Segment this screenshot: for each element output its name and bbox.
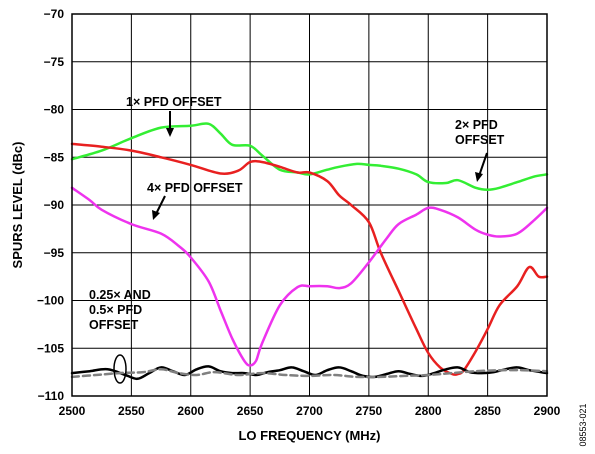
x-tick-label: 2550: [118, 404, 145, 418]
x-tick-label: 2800: [415, 404, 442, 418]
two-x-label-line2: OFFSET: [455, 133, 505, 147]
series-1x-pfd-offset: [70, 122, 549, 191]
plot-frame: [71, 13, 548, 397]
quarter-label-line1: 0.25× AND: [89, 288, 151, 302]
two-x-arrow: [478, 152, 488, 177]
grid-lines: [72, 14, 547, 396]
x-tick-label: 2600: [177, 404, 204, 418]
y-tick-label: −100: [37, 294, 64, 308]
y-tick-label: −75: [44, 55, 65, 69]
four-x-arrowhead: [152, 210, 160, 220]
x-tick-labels: 2500 2550 2600 2650 2700 2750 2800 2850 2900: [59, 404, 561, 418]
series-4x-pfd-offset: [70, 186, 549, 367]
two-x-label-line1: 2× PFD: [455, 118, 498, 132]
x-tick-label: 2750: [356, 404, 383, 418]
x-tick-label: 2850: [474, 404, 501, 418]
four-x-arrow: [155, 195, 166, 215]
quarter-label-line2: 0.5× PFD: [89, 303, 142, 317]
y-tick-label: −95: [44, 246, 65, 260]
one-x-label: 1× PFD OFFSET: [126, 95, 222, 109]
y-axis-title: SPURS LEVEL (dBc): [10, 142, 25, 269]
y-tick-label: −105: [37, 341, 64, 355]
quarter-label-line3: OFFSET: [89, 318, 139, 332]
figure-id: 08553-021: [578, 403, 588, 446]
x-tick-label: 2650: [237, 404, 264, 418]
four-x-label: 4× PFD OFFSET: [147, 181, 243, 195]
y-tick-label: −80: [44, 103, 65, 117]
one-x-arrowhead: [166, 128, 174, 137]
x-axis-title: LO FREQUENCY (MHz): [238, 428, 380, 443]
y-tick-label: −90: [44, 198, 65, 212]
y-tick-labels: −70 −75 −80 −85 −90 −95 −100 −105 −110: [37, 7, 64, 403]
annotation-arrows: [113, 111, 488, 384]
y-tick-label: −110: [38, 389, 65, 403]
x-tick-label: 2700: [296, 404, 323, 418]
two-x-arrowhead: [475, 172, 483, 182]
quarter-ellipse: [113, 354, 127, 384]
x-tick-label: 2900: [534, 404, 561, 418]
series-half-pfd-offset: [70, 368, 549, 379]
x-tick-label: 2500: [59, 404, 86, 418]
series-main-red: [70, 142, 549, 376]
series-lines: [70, 122, 549, 381]
y-tick-label: −70: [44, 7, 65, 21]
y-tick-label: −85: [44, 150, 65, 164]
